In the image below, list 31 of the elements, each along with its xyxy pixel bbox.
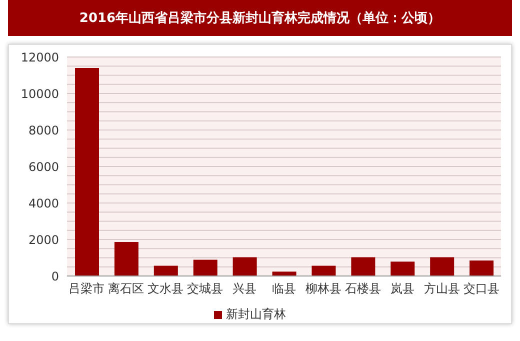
- bar: [272, 272, 296, 276]
- y-tick-label: 10000: [20, 86, 59, 101]
- bar: [390, 262, 415, 276]
- y-tick-label: 6000: [28, 160, 59, 174]
- x-tick-label: 岚县: [390, 282, 414, 296]
- bar: [114, 242, 138, 276]
- bar: [312, 266, 336, 276]
- y-tick-label: 4000: [28, 196, 59, 210]
- x-tick-label: 文水县: [148, 282, 184, 296]
- x-tick-label: 方山县: [424, 282, 460, 296]
- x-tick-label: 兴县: [232, 282, 257, 296]
- y-tick-label: 2000: [28, 232, 59, 247]
- bar: [154, 266, 178, 276]
- chart-title: 2016年山西省吕梁市分县新封山育林完成情况（单位：公顷）: [8, 0, 512, 36]
- x-tick-label: 临县: [272, 282, 296, 296]
- bar: [351, 257, 376, 276]
- bar: [193, 260, 218, 276]
- bar: [75, 68, 99, 276]
- bar: [430, 257, 454, 276]
- x-tick-label: 交口县: [463, 282, 500, 296]
- x-tick-label: 吕梁市: [68, 282, 105, 296]
- y-tick-label: 8000: [28, 123, 59, 138]
- bar: [470, 260, 494, 276]
- x-tick-label: 交城县: [187, 282, 224, 296]
- x-tick-label: 石楼县: [344, 282, 381, 296]
- y-tick-label: 12000: [20, 50, 59, 64]
- y-tick-label: 0: [51, 269, 59, 284]
- bar: [232, 257, 257, 276]
- legend-label: 新封山育林: [226, 307, 286, 321]
- x-tick-label: 柳林县: [305, 282, 342, 296]
- x-tick-label: 离石区: [108, 282, 144, 296]
